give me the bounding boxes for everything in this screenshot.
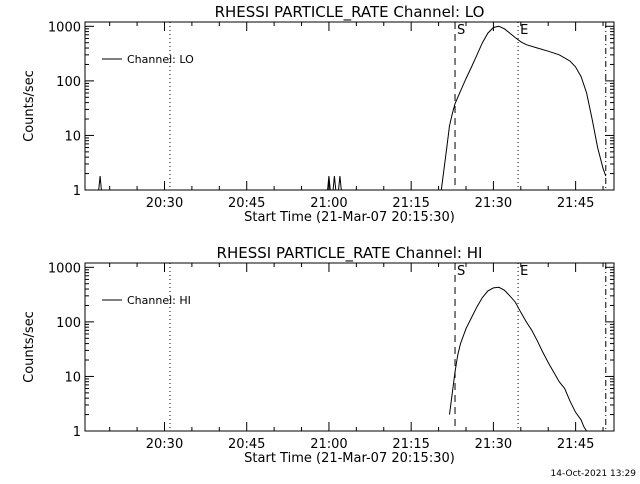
x-tick-label: 21:45	[557, 437, 594, 452]
y-tick-label: 1000	[48, 20, 81, 35]
x-tick-label: 21:00	[310, 437, 347, 452]
series-line	[449, 286, 588, 432]
y-tick-label: 10	[64, 370, 81, 385]
y-tick-label: 1000	[48, 261, 81, 276]
x-axis-label: Start Time (21-Mar-07 20:15:30)	[244, 451, 455, 466]
plot-frame	[84, 21, 615, 191]
x-axis-label: Start Time (21-Mar-07 20:15:30)	[244, 210, 455, 225]
x-tick-label: 21:00	[310, 196, 347, 211]
series-line	[98, 176, 102, 191]
marker-label-e: E	[520, 264, 528, 279]
y-tick-label: 100	[56, 316, 81, 331]
y-axis-label: Counts/sec	[22, 311, 37, 383]
chart-title: RHESSI PARTICLE_RATE Channel: HI	[217, 244, 483, 263]
x-tick-label: 21:30	[475, 196, 512, 211]
chart-panel-1: RHESSI PARTICLE_RATE Channel: LO 1 10 100 10…	[22, 3, 615, 225]
y-axis-label: Counts/sec	[22, 70, 37, 142]
y-tick-label: 1	[73, 425, 81, 440]
x-tick-label: 21:15	[392, 196, 429, 211]
footer-timestamp: 14-Oct-2021 13:29	[551, 469, 637, 479]
x-tick-label: 20:30	[146, 437, 183, 452]
y-tick-label: 10	[64, 129, 81, 144]
series-line	[327, 176, 342, 191]
y-tick-label: 100	[56, 75, 81, 90]
x-tick-label: 20:45	[228, 437, 265, 452]
x-tick-label: 21:30	[475, 437, 512, 452]
marker-label-s: S	[457, 23, 465, 38]
legend-entry: Channel: HI	[127, 294, 191, 307]
marker-label-s: S	[457, 264, 465, 279]
legend-entry: Channel: LO	[127, 53, 194, 66]
plot-frame	[84, 262, 615, 432]
x-tick-label: 20:45	[228, 196, 265, 211]
chart-title: RHESSI PARTICLE_RATE Channel: LO	[215, 3, 485, 22]
chart-panel-2: RHESSI PARTICLE_RATE Channel: HI 1 10 100 10…	[22, 244, 615, 466]
series-line	[440, 25, 607, 191]
x-tick-label: 21:45	[557, 196, 594, 211]
marker-label-e: E	[520, 23, 528, 38]
x-tick-label: 20:30	[146, 196, 183, 211]
x-tick-label: 21:15	[392, 437, 429, 452]
y-tick-label: 1	[73, 184, 81, 199]
